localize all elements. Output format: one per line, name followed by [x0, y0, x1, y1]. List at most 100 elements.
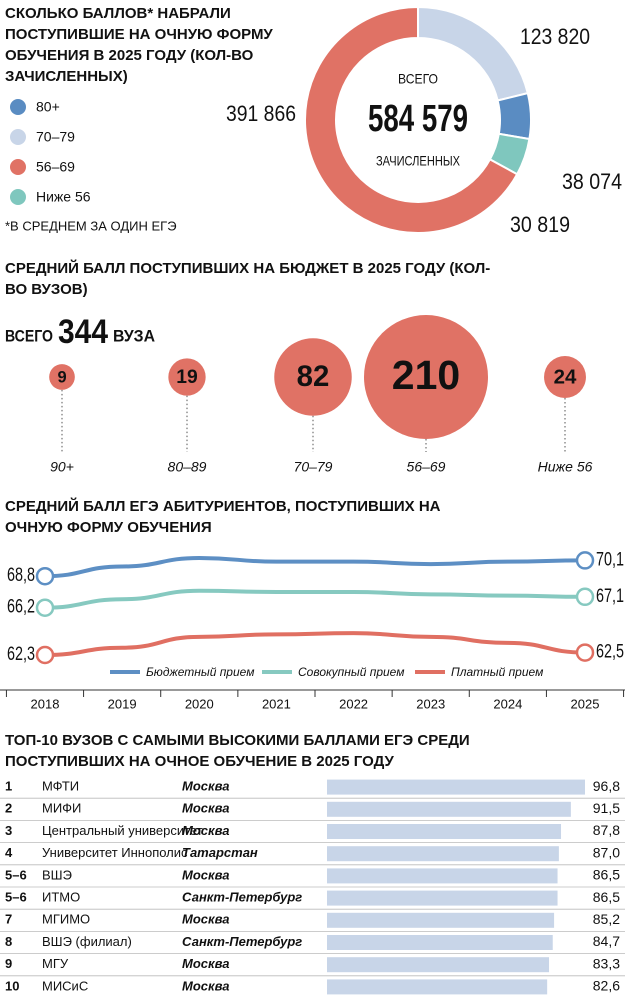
- bubble: [49, 364, 75, 390]
- x-tick-label: 2020: [185, 696, 214, 711]
- bar: [327, 979, 548, 995]
- total-suffix: ЗАЧИСЛЕННЫХ: [376, 153, 461, 169]
- end-marker: [35, 566, 55, 586]
- category-label: 90+: [50, 459, 74, 475]
- chart-title: СРЕДНИЙ БАЛЛ ПОСТУПИВШИХ НА БЮДЖЕТ В 202…: [5, 260, 491, 298]
- university: МГИМО: [42, 912, 90, 927]
- donut-segment: [496, 91, 532, 141]
- total-suffix: ВУЗА: [113, 326, 155, 345]
- legend-label: Ниже 56: [36, 189, 91, 205]
- value-label: 86,5: [593, 867, 620, 883]
- category-label: Ниже 56: [538, 459, 593, 475]
- region: Санкт-Петербург: [182, 934, 302, 949]
- bar: [327, 846, 559, 862]
- bubble: [364, 315, 488, 439]
- bubble-label: 210: [392, 352, 460, 398]
- university: Центральный университет: [42, 823, 203, 838]
- bubble-label: 19: [176, 367, 198, 388]
- bubble: [168, 358, 206, 396]
- value-label: 30 819: [510, 212, 570, 237]
- value-label: 70,1: [596, 549, 624, 570]
- end-marker: [35, 645, 55, 665]
- legend-label: 80+: [36, 99, 60, 115]
- rank: 1: [5, 779, 12, 794]
- x-tick-label: 2023: [416, 696, 445, 711]
- university: МФТИ: [42, 779, 79, 794]
- rank: 3: [5, 823, 12, 838]
- end-marker: [35, 598, 55, 617]
- value-label: 67,1: [596, 586, 624, 607]
- region: Санкт-Петербург: [182, 890, 302, 905]
- region: Москва: [182, 779, 230, 794]
- category-label: 80–89: [168, 459, 207, 475]
- value-label: 391 866: [226, 101, 296, 126]
- rank: 8: [5, 934, 12, 949]
- total-prefix: ВСЕГО: [5, 326, 53, 345]
- rank: 10: [5, 978, 19, 993]
- x-tick-label: 2025: [571, 696, 600, 711]
- value-label: 91,5: [593, 800, 620, 816]
- value-label: 62,3: [7, 644, 35, 665]
- legend-marker: [10, 189, 26, 205]
- legend-label: 56–69: [36, 159, 75, 175]
- rank: 5–6: [5, 867, 27, 882]
- value-label: 96,8: [593, 778, 620, 794]
- region: Татарстан: [182, 845, 258, 860]
- legend-label: Бюджетный прием: [146, 665, 254, 679]
- region: Москва: [182, 801, 230, 816]
- value-label: 123 820: [520, 24, 590, 49]
- footnote: *В СРЕДНЕМ ЗА ОДИН ЕГЭ: [5, 218, 177, 233]
- university: Университет Иннополис: [42, 845, 188, 860]
- region: Москва: [182, 823, 230, 838]
- value-label: 68,8: [7, 565, 35, 586]
- total-value: 584 579: [368, 98, 468, 140]
- bubble: [274, 338, 352, 416]
- bar: [327, 957, 550, 973]
- bar: [327, 801, 571, 817]
- rank: 2: [5, 801, 12, 816]
- rank: 9: [5, 956, 12, 971]
- value-label: 87,0: [593, 844, 620, 860]
- region: Москва: [182, 912, 230, 927]
- chart-title: ТОП-10 ВУЗОВ С САМЫМИ ВЫСОКИМИ БАЛЛАМИ Е…: [5, 732, 470, 770]
- university: ИТМО: [42, 890, 80, 905]
- bubble-label: 82: [297, 360, 330, 393]
- donut-segment: [304, 5, 519, 234]
- category-label: 70–79: [294, 459, 333, 475]
- rank: 4: [5, 845, 13, 860]
- bar: [327, 935, 553, 950]
- category-label: 56–69: [407, 459, 446, 475]
- value-label: 62,5: [596, 642, 624, 663]
- value-label: 84,7: [593, 933, 620, 949]
- legend-marker: [10, 129, 26, 145]
- chart-title: СКОЛЬКО БАЛЛОВ* НАБРАЛИ ПОСТУПИВШИЕ НА О…: [5, 5, 273, 85]
- university: ВШЭ (филиал): [42, 934, 132, 949]
- university: МГУ: [42, 956, 69, 971]
- value-label: 82,6: [593, 978, 620, 994]
- region: Москва: [182, 867, 230, 882]
- value-label: 38 074: [562, 169, 622, 194]
- x-tick-label: 2024: [493, 696, 522, 711]
- bubble: [544, 356, 586, 398]
- university: МИСиС: [42, 978, 88, 993]
- legend-label: Совокупный прием: [298, 665, 404, 679]
- region: Москва: [182, 956, 230, 971]
- value-label: 66,2: [7, 597, 35, 618]
- bar: [327, 890, 558, 906]
- bar: [327, 912, 555, 928]
- rank: 7: [5, 912, 12, 927]
- value-label: 85,2: [593, 911, 620, 927]
- legend-label: Платный прием: [451, 665, 543, 679]
- end-marker: [575, 551, 595, 570]
- value-label: 86,5: [593, 889, 620, 905]
- end-marker: [575, 587, 595, 607]
- legend-marker: [10, 99, 26, 115]
- x-tick-label: 2021: [262, 696, 291, 711]
- region: Москва: [182, 978, 230, 993]
- university: МИФИ: [42, 801, 81, 816]
- x-tick-label: 2018: [31, 696, 60, 711]
- bar: [327, 868, 558, 884]
- bubble-label: 9: [57, 368, 66, 386]
